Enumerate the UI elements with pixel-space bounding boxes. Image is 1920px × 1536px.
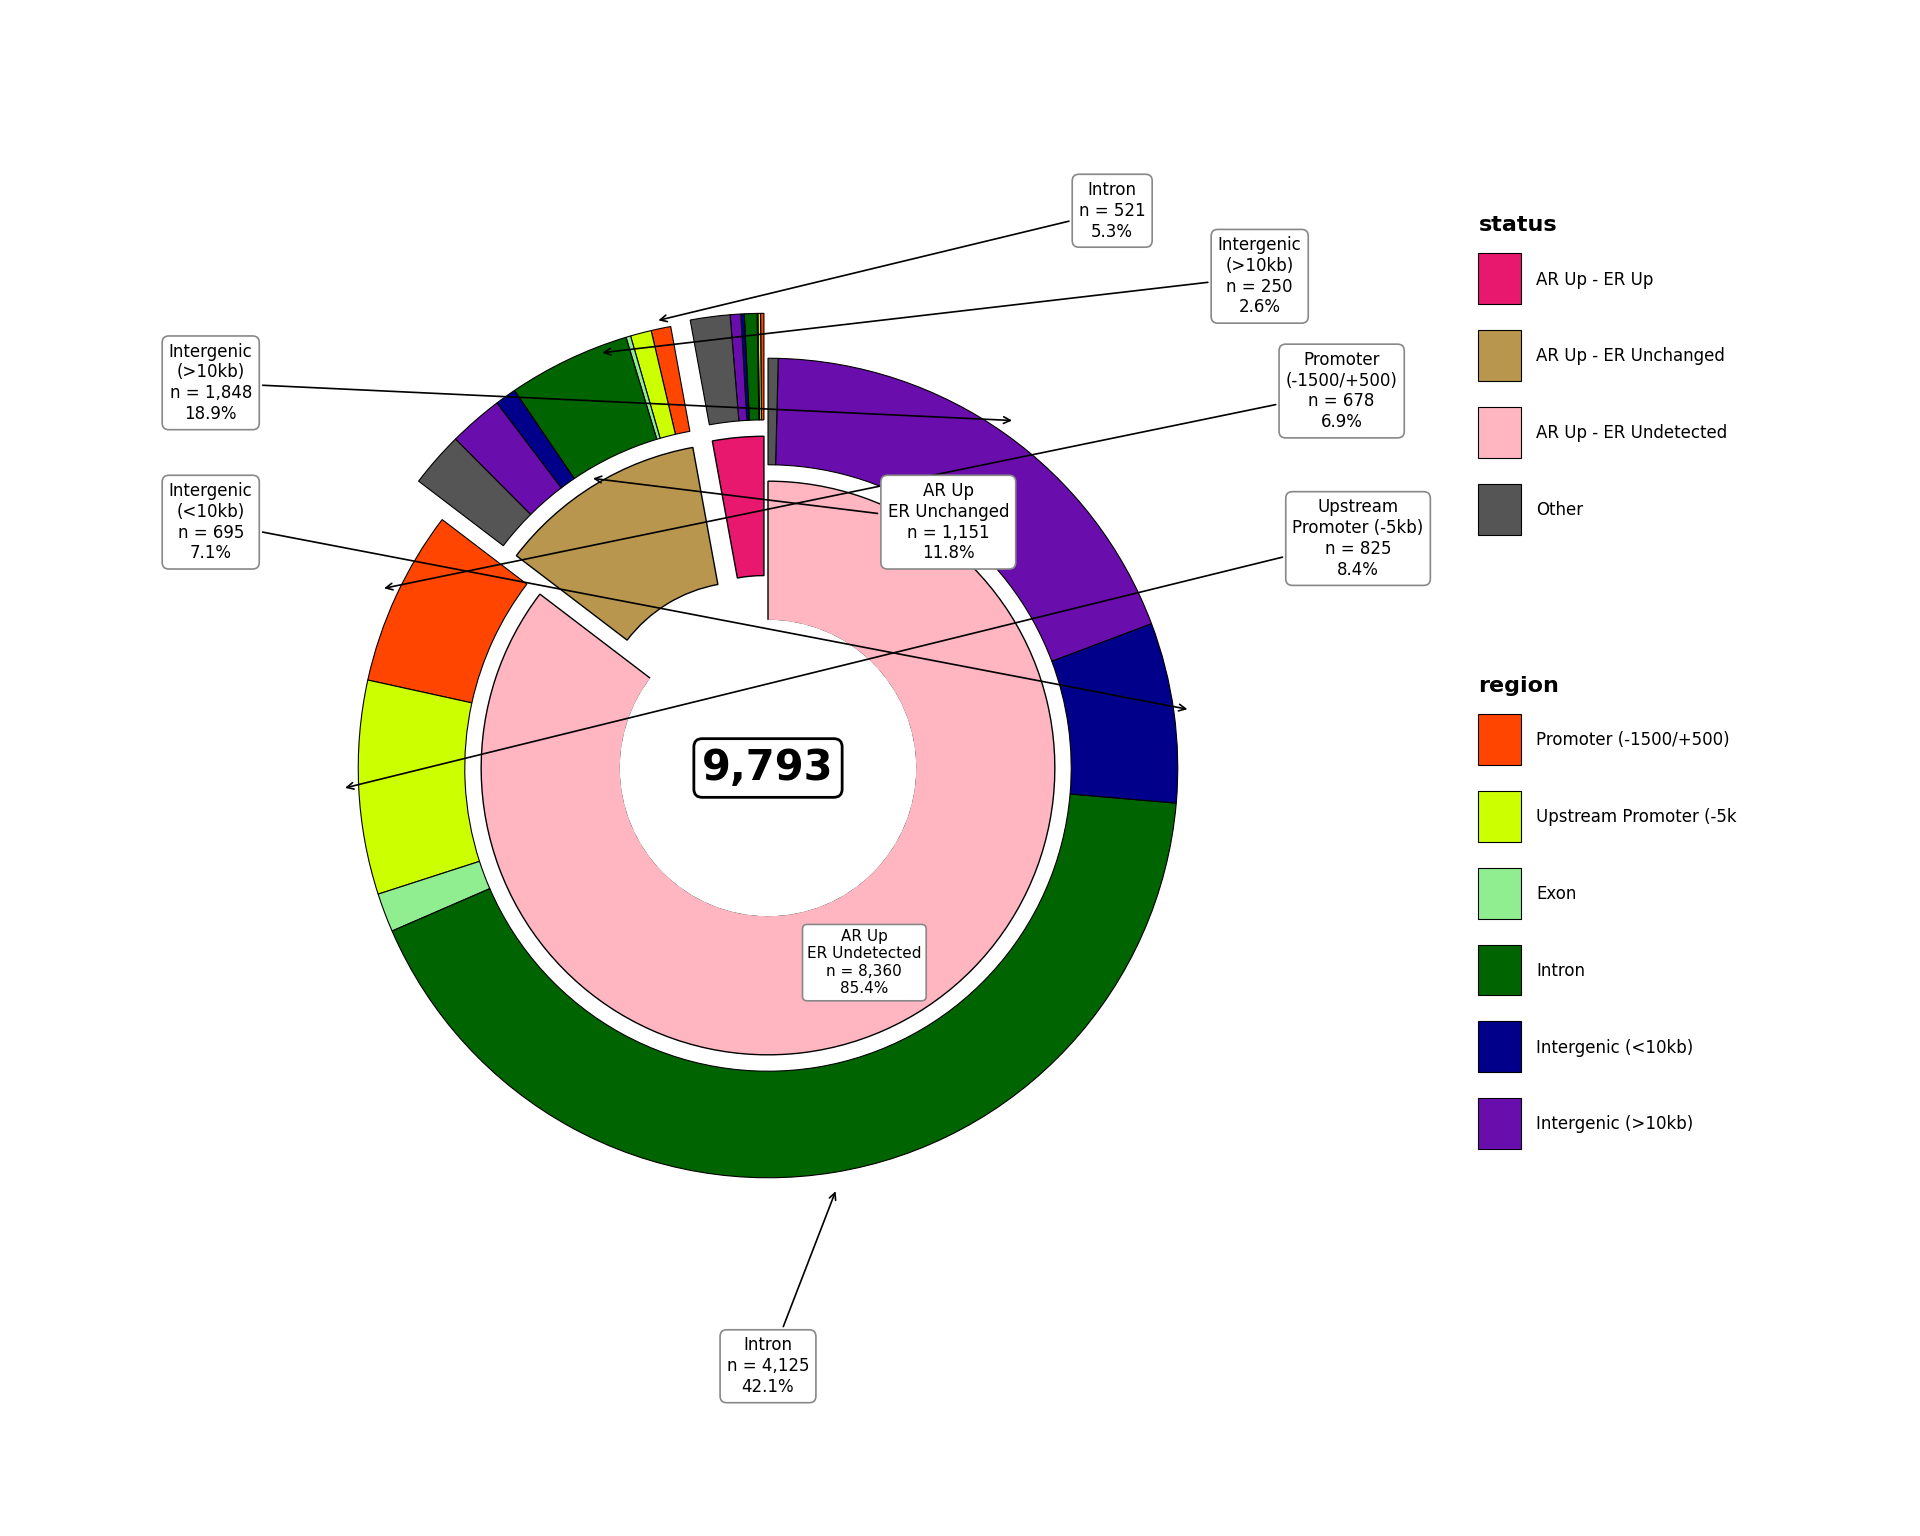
Wedge shape xyxy=(745,313,758,421)
Circle shape xyxy=(620,621,916,915)
Text: 9,793: 9,793 xyxy=(703,746,833,790)
Wedge shape xyxy=(730,313,747,421)
Wedge shape xyxy=(689,315,739,425)
Wedge shape xyxy=(760,313,764,419)
Text: AR Up - ER Up: AR Up - ER Up xyxy=(1536,270,1653,289)
Text: Upstream Promoter (-5k: Upstream Promoter (-5k xyxy=(1536,808,1736,826)
Text: Exon: Exon xyxy=(1536,885,1576,903)
Text: status: status xyxy=(1478,215,1557,235)
Wedge shape xyxy=(497,390,574,488)
Wedge shape xyxy=(392,794,1177,1178)
Text: AR Up
ER Unchanged
n = 1,151
11.8%: AR Up ER Unchanged n = 1,151 11.8% xyxy=(595,476,1010,562)
Wedge shape xyxy=(626,336,660,439)
Text: AR Up
ER Undetected
n = 8,360
85.4%: AR Up ER Undetected n = 8,360 85.4% xyxy=(806,929,922,997)
Wedge shape xyxy=(651,327,689,435)
Text: AR Up - ER Unchanged: AR Up - ER Unchanged xyxy=(1536,347,1724,366)
Text: Intron: Intron xyxy=(1536,962,1586,980)
Wedge shape xyxy=(455,402,561,515)
Text: Intergenic
(<10kb)
n = 695
7.1%: Intergenic (<10kb) n = 695 7.1% xyxy=(169,482,1185,711)
Wedge shape xyxy=(359,680,480,894)
Text: Intron
n = 521
5.3%: Intron n = 521 5.3% xyxy=(660,181,1146,321)
Wedge shape xyxy=(756,313,760,419)
Text: Intergenic
(>10kb)
n = 1,848
18.9%: Intergenic (>10kb) n = 1,848 18.9% xyxy=(169,343,1010,424)
Wedge shape xyxy=(378,862,490,931)
Text: Intergenic
(>10kb)
n = 250
2.6%: Intergenic (>10kb) n = 250 2.6% xyxy=(605,237,1302,355)
Wedge shape xyxy=(1052,624,1177,803)
Text: AR Up - ER Undetected: AR Up - ER Undetected xyxy=(1536,424,1728,442)
Text: Upstream
Promoter (-5kb)
n = 825
8.4%: Upstream Promoter (-5kb) n = 825 8.4% xyxy=(348,498,1423,790)
Text: region: region xyxy=(1478,676,1559,696)
Wedge shape xyxy=(776,358,1152,660)
Wedge shape xyxy=(515,338,657,479)
Text: Intergenic (<10kb): Intergenic (<10kb) xyxy=(1536,1038,1693,1057)
Wedge shape xyxy=(419,439,530,545)
Wedge shape xyxy=(768,358,778,465)
Text: Other: Other xyxy=(1536,501,1584,519)
Wedge shape xyxy=(369,519,526,703)
Wedge shape xyxy=(516,447,718,641)
Text: Promoter
(-1500/+500)
n = 678
6.9%: Promoter (-1500/+500) n = 678 6.9% xyxy=(386,350,1398,590)
Wedge shape xyxy=(482,481,1054,1055)
Wedge shape xyxy=(630,330,676,438)
Wedge shape xyxy=(712,436,764,578)
Wedge shape xyxy=(741,313,749,421)
Wedge shape xyxy=(758,313,762,419)
Text: Promoter (-1500/+500): Promoter (-1500/+500) xyxy=(1536,731,1730,750)
Text: Intergenic (>10kb): Intergenic (>10kb) xyxy=(1536,1115,1693,1134)
Text: Intron
n = 4,125
42.1%: Intron n = 4,125 42.1% xyxy=(728,1193,835,1396)
